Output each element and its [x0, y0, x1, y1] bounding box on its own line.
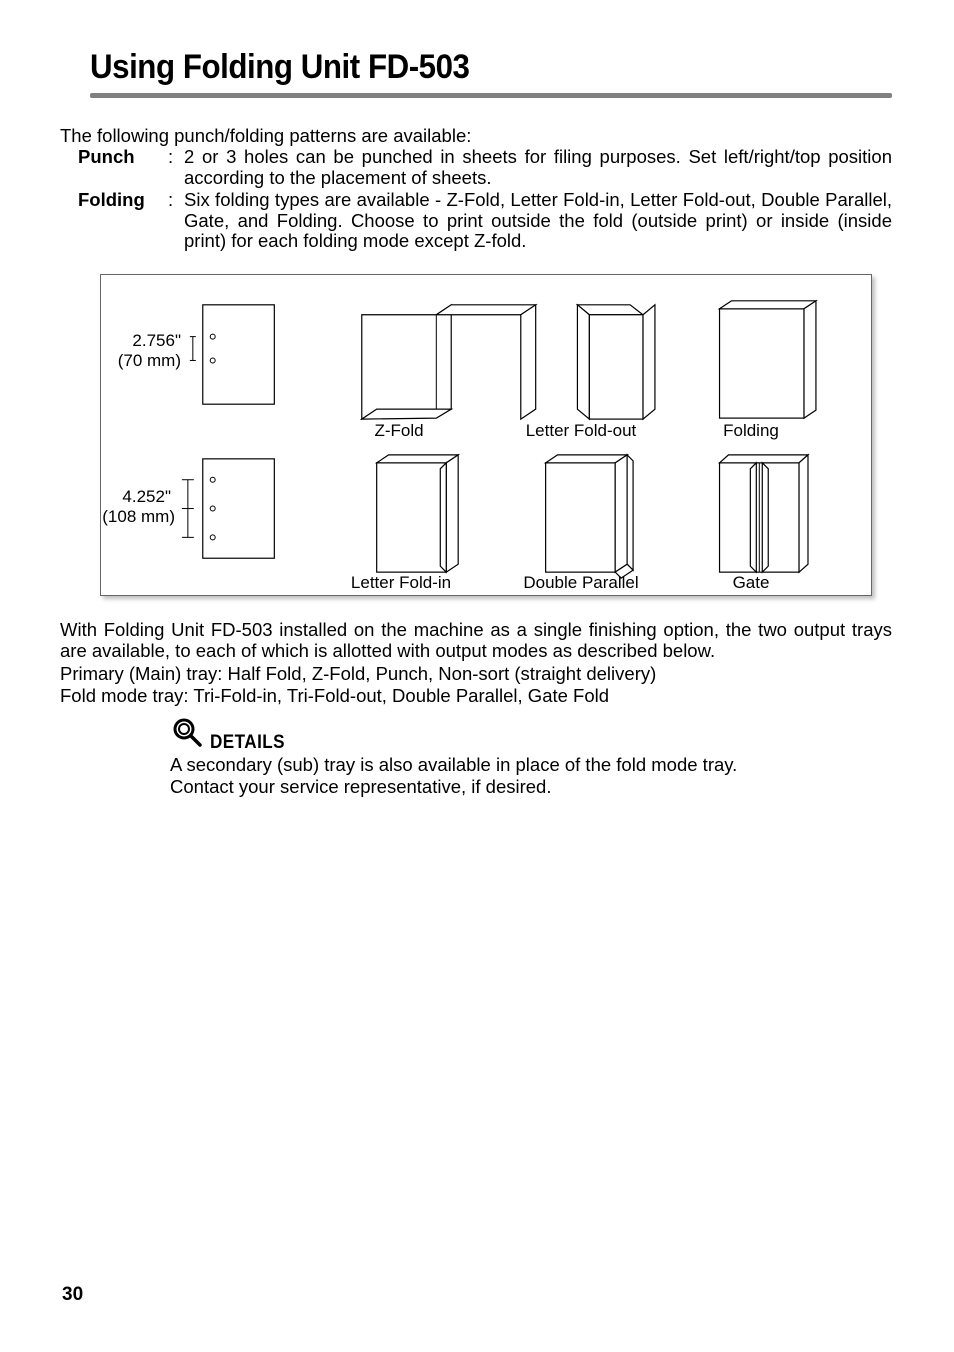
punch2-dim-bottom: (70 mm) — [107, 351, 181, 371]
page-number: 30 — [62, 1284, 83, 1306]
def-sep: : — [168, 147, 184, 168]
label-folding: Folding — [691, 421, 811, 441]
body-line-foldmode: Fold mode tray: Tri-Fold-in, Tri-Fold-ou… — [60, 685, 892, 707]
label-letter-fold-in: Letter Fold-in — [326, 573, 476, 593]
intro-text: The following punch/folding patterns are… — [60, 126, 892, 146]
details-body-line2: Contact your service representative, if … — [170, 776, 892, 797]
def-body: 2 or 3 holes can be punched in sheets fo… — [184, 147, 892, 188]
magnifier-icon — [170, 715, 204, 754]
page-title: Using Folding Unit FD-503 — [90, 48, 828, 87]
punch2-dim-top: 2.756" — [111, 331, 181, 351]
label-gate: Gate — [701, 573, 801, 593]
body-line-primary: Primary (Main) tray: Half Fold, Z-Fold, … — [60, 663, 892, 685]
definition-row: Folding : Six folding types are availabl… — [60, 190, 892, 252]
label-letter-fold-out: Letter Fold-out — [501, 421, 661, 441]
folding-diagram: 2.756" (70 mm) 4.252" (108 mm) Z-Fold Le… — [100, 274, 872, 596]
label-zfold: Z-Fold — [349, 421, 449, 441]
details-body-line1: A secondary (sub) tray is also available… — [170, 754, 892, 775]
punch3-dim-bottom: (108 mm) — [95, 507, 175, 527]
def-term: Folding — [60, 190, 168, 211]
label-double-parallel: Double Parallel — [501, 573, 661, 593]
def-body: Six folding types are available - Z-Fold… — [184, 190, 892, 252]
punch3-dim-top: 4.252" — [105, 487, 171, 507]
definition-row: Punch : 2 or 3 holes can be punched in s… — [60, 147, 892, 188]
body-paragraph: With Folding Unit FD-503 installed on th… — [60, 620, 892, 661]
def-term: Punch — [60, 147, 168, 168]
definition-list: Punch : 2 or 3 holes can be punched in s… — [60, 147, 892, 252]
title-rule — [90, 93, 892, 98]
details-title: DETAILS — [210, 732, 285, 754]
details-block: DETAILS A secondary (sub) tray is also a… — [170, 715, 892, 797]
def-sep: : — [168, 190, 184, 211]
